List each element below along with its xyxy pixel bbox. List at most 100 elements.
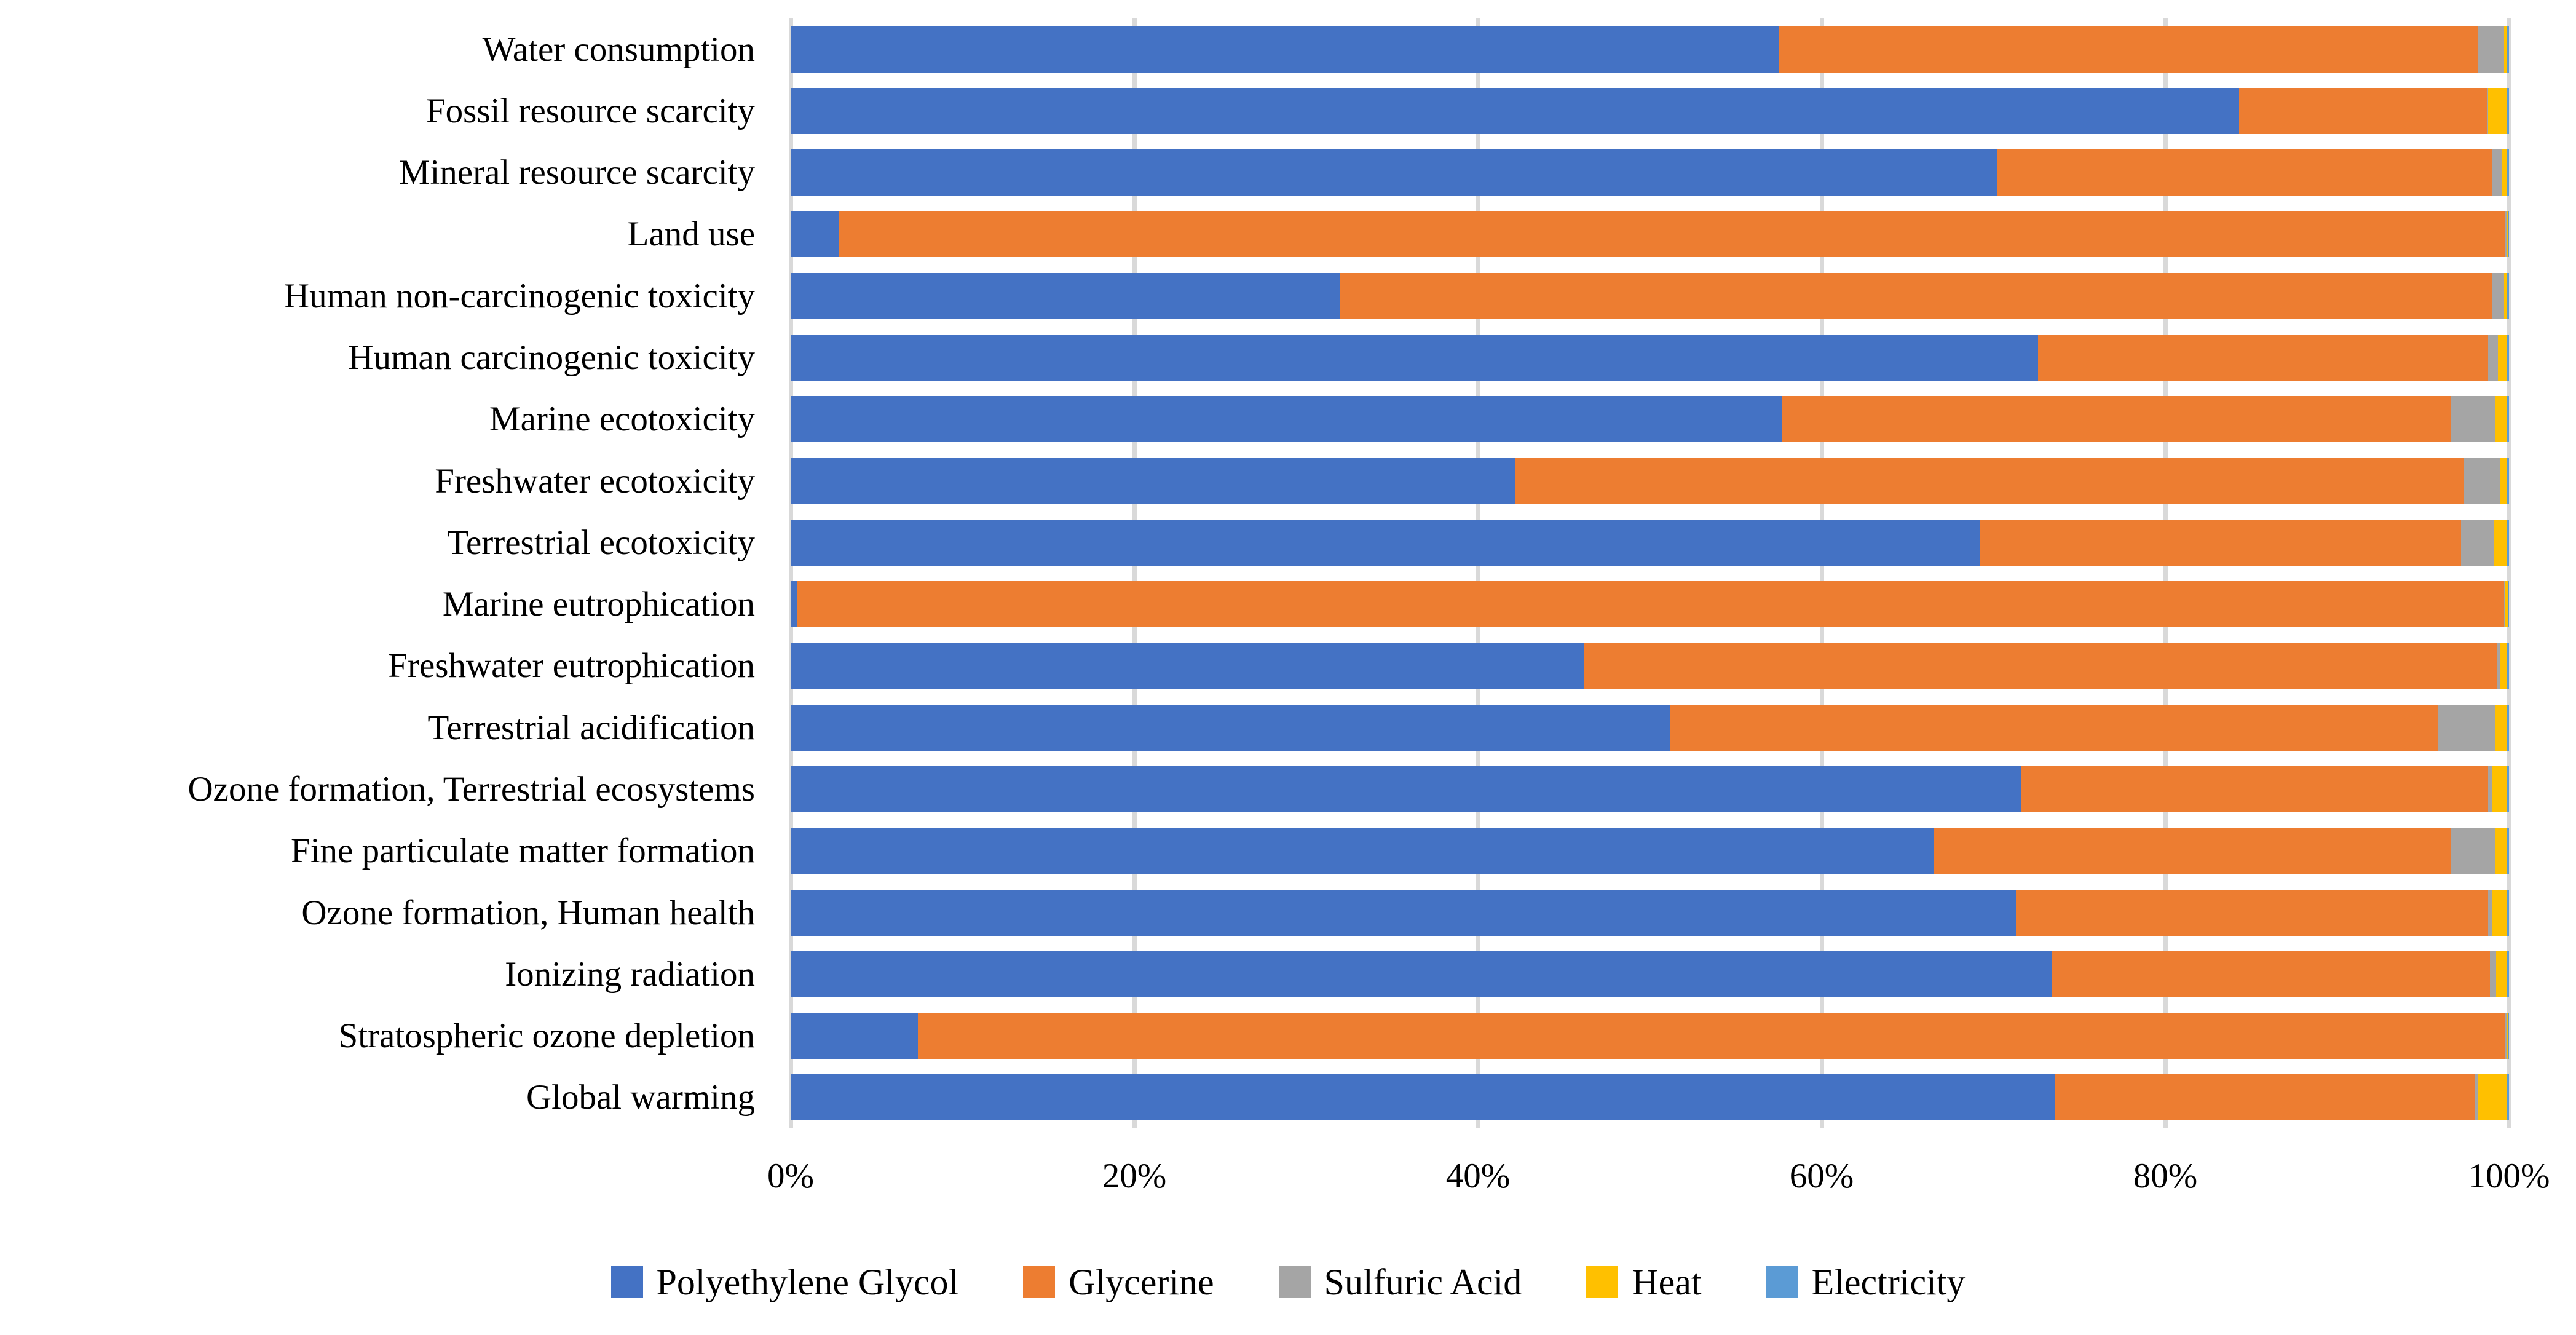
- bar-segment-sulfuric-acid: [2503, 581, 2506, 628]
- bar-segment-electricity: [2507, 87, 2509, 134]
- bar-segment-heat: [2499, 643, 2508, 689]
- bar-segment-electricity: [2507, 26, 2509, 73]
- bar-segment-sulfuric-acid: [2490, 951, 2497, 997]
- bar-track: [791, 704, 2509, 751]
- legend-swatch-polyethylene-glycol: [610, 1266, 643, 1298]
- bar-segment-electricity: [2508, 1013, 2509, 1060]
- bar-row-terrestrial-acidification: [791, 697, 2509, 758]
- category-label-global-warming: Global warming: [526, 1078, 755, 1117]
- category-label-fine-particulate-matter-formation: Fine particulate matter formation: [291, 831, 755, 871]
- bar-segment-polyethylene-glycol: [791, 828, 1934, 874]
- category-label-human-non-carcinogenic-toxicity: Human non-carcinogenic toxicity: [283, 276, 755, 315]
- bar-segment-electricity: [2507, 704, 2509, 751]
- bar-segment-heat: [2505, 581, 2508, 628]
- bar-segment-glycerine: [1782, 396, 2451, 443]
- x-tick-60: 60%: [1789, 1157, 1854, 1195]
- bar-segment-glycerine: [797, 581, 2504, 628]
- bar-track: [791, 272, 2509, 319]
- category-label-mineral-resource-scarcity: Mineral resource scarcity: [398, 153, 755, 192]
- bar-segment-heat: [2496, 951, 2508, 997]
- gridlines: [789, 18, 2511, 1128]
- bar-segment-glycerine: [2055, 1074, 2475, 1121]
- bar-segment-glycerine: [917, 1013, 2506, 1060]
- bar-segment-heat: [2507, 211, 2508, 258]
- bar-segment-heat: [2492, 766, 2508, 813]
- bar-segment-sulfuric-acid: [2488, 889, 2492, 936]
- bar-segment-polyethylene-glycol: [791, 87, 2240, 134]
- bar-segment-heat: [2495, 396, 2508, 443]
- bar-row-freshwater-ecotoxicity: [791, 450, 2509, 512]
- bar-segment-sulfuric-acid: [2488, 766, 2492, 813]
- bar-row-ionizing-radiation: [791, 943, 2509, 1005]
- category-axis: Water consumption Fossil resource scarcit…: [0, 18, 773, 1128]
- bar-segment-polyethylene-glycol: [791, 889, 2016, 936]
- bar-row-water-consumption: [791, 18, 2509, 80]
- bar-segment-heat: [2500, 458, 2508, 504]
- bar-segment-polyethylene-glycol: [791, 272, 1341, 319]
- gridline-0: [789, 18, 793, 1128]
- bar-segment-heat: [2488, 87, 2508, 134]
- bar-segment-sulfuric-acid: [2488, 335, 2498, 381]
- bar-segment-sulfuric-acid: [2464, 458, 2500, 504]
- bar-segment-polyethylene-glycol: [791, 211, 839, 258]
- bar-segment-polyethylene-glycol: [791, 396, 1782, 443]
- bar-segment-heat: [2506, 1013, 2508, 1060]
- legend-item-glycerine: Glycerine: [1023, 1264, 1214, 1301]
- gridline-60: [1820, 18, 1824, 1128]
- bar-segment-sulfuric-acid: [2460, 519, 2494, 566]
- category-label-marine-eutrophication: Marine eutrophication: [442, 585, 755, 624]
- bar-segment-heat: [2492, 889, 2508, 936]
- category-label-stratospheric-ozone-depletion: Stratospheric ozone depletion: [338, 1016, 755, 1056]
- legend-label-polyethylene-glycol: Polyethylene Glycol: [656, 1262, 959, 1302]
- bar-segment-glycerine: [1980, 519, 2461, 566]
- bar-segment-electricity: [2507, 396, 2509, 443]
- bar-track: [791, 766, 2509, 813]
- bar-row-mineral-resource-scarcity: [791, 142, 2509, 204]
- bar-track: [791, 1074, 2509, 1121]
- bar-segment-electricity: [2507, 828, 2509, 874]
- x-tick-80: 80%: [2133, 1157, 2198, 1195]
- bar-segment-polyethylene-glycol: [791, 519, 1980, 566]
- bar-segment-sulfuric-acid: [2478, 26, 2504, 73]
- bar-track: [791, 889, 2509, 936]
- bar-track: [791, 335, 2509, 381]
- bar-segment-heat: [2497, 335, 2508, 381]
- bar-segment-polyethylene-glycol: [791, 704, 1671, 751]
- bar-segment-sulfuric-acid: [2450, 828, 2495, 874]
- bar-segment-sulfuric-acid: [2505, 211, 2508, 258]
- bar-segment-polyethylene-glycol: [791, 26, 1779, 73]
- x-tick-0: 0%: [767, 1157, 814, 1195]
- bar-segment-polyethylene-glycol: [791, 643, 1585, 689]
- bar-segment-glycerine: [1670, 704, 2439, 751]
- bar-segment-sulfuric-acid: [2497, 643, 2500, 689]
- bar-segment-electricity: [2507, 272, 2509, 319]
- bar-segment-electricity: [2507, 951, 2509, 997]
- bar-segment-glycerine: [2052, 951, 2491, 997]
- bar-row-freshwater-eutrophication: [791, 635, 2509, 697]
- bar-row-marine-ecotoxicity: [791, 389, 2509, 450]
- bar-segment-glycerine: [1584, 643, 2497, 689]
- plot-area: [789, 18, 2511, 1128]
- bar-track: [791, 519, 2509, 566]
- bar-row-marine-eutrophication: [791, 574, 2509, 635]
- bar-segment-electricity: [2508, 581, 2509, 628]
- bar-segment-electricity: [2507, 149, 2509, 196]
- legend-swatch-heat: [1586, 1266, 1619, 1298]
- bar-segment-electricity: [2507, 335, 2509, 381]
- bar-track: [791, 1013, 2509, 1060]
- category-label-water-consumption: Water consumption: [482, 30, 755, 69]
- legend-label-glycerine: Glycerine: [1069, 1262, 1214, 1302]
- bar-segment-glycerine: [1515, 458, 2465, 504]
- gridline-100: [2507, 18, 2511, 1128]
- legend-swatch-sulfuric-acid: [1278, 1266, 1311, 1298]
- bar-segment-polyethylene-glycol: [791, 951, 2052, 997]
- bar-row-ozone-formation-terrestrial-ecosystems: [791, 758, 2509, 820]
- legend-item-polyethylene-glycol: Polyethylene Glycol: [610, 1262, 959, 1302]
- category-label-human-carcinogenic-toxicity: Human carcinogenic toxicity: [348, 338, 755, 378]
- bar-track: [791, 581, 2509, 628]
- bar-track: [791, 149, 2509, 196]
- x-tick-20: 20%: [1102, 1157, 1167, 1195]
- bar-segment-glycerine: [839, 211, 2506, 258]
